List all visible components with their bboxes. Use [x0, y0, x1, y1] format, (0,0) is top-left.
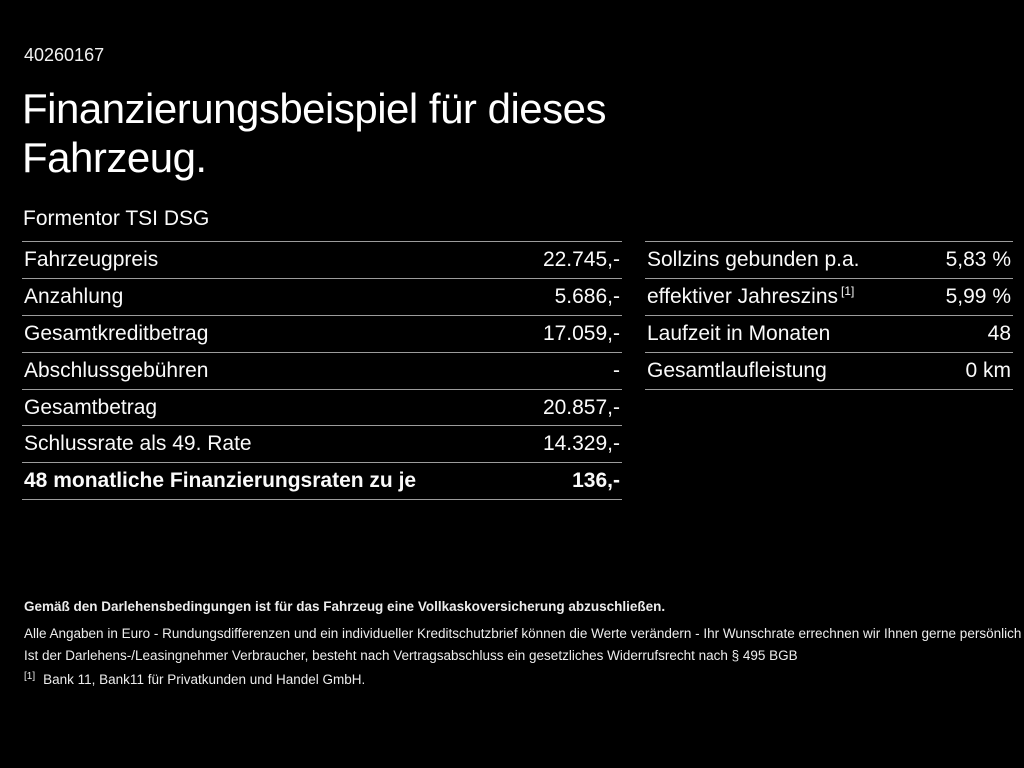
- financing-details-table: Fahrzeugpreis 22.745,- Anzahlung 5.686,-…: [22, 241, 622, 501]
- table-row-anzahlung: Anzahlung 5.686,-: [22, 277, 622, 315]
- table-row-sollzins: Sollzins gebunden p.a. 5,83 %: [645, 241, 1013, 278]
- table-row-abschlussgebuehren: Abschlussgebühren -: [22, 351, 622, 389]
- row-label: Fahrzeugpreis: [24, 247, 159, 271]
- row-value: 14.329,-: [542, 432, 620, 456]
- footnote-marker: [1]: [24, 670, 36, 682]
- row-label: Abschlussgebühren: [24, 358, 209, 382]
- row-value: 5,83 %: [945, 247, 1011, 271]
- table-row-effektiver-jahreszins: effektiver Jahreszins [1] 5,99 %: [645, 277, 1013, 315]
- footnote-marker: [1]: [841, 283, 855, 298]
- page-title: Finanzierungsbeispiel für dieses Fahrzeu…: [22, 84, 607, 182]
- vehicle-model-name: Formentor TSI DSG: [23, 207, 210, 230]
- page-title-line1: Finanzierungsbeispiel für dieses: [22, 85, 607, 132]
- row-value: 5.686,-: [554, 284, 620, 308]
- page-title-line2: Fahrzeug.: [22, 134, 207, 181]
- table-row-gesamtbetrag: Gesamtbetrag 20.857,-: [22, 388, 622, 426]
- row-label: 48 monatliche Finanzierungsraten zu je: [24, 469, 417, 493]
- row-label: Gesamtlaufleistung: [647, 358, 827, 382]
- row-label: Sollzins gebunden p.a.: [647, 247, 860, 271]
- vehicle-id: 40260167: [24, 45, 105, 65]
- footer-footnote: [1] Bank 11, Bank11 für Privatkunden und …: [24, 670, 366, 688]
- table-row-gesamtlaufleistung: Gesamtlaufleistung 0 km: [645, 351, 1013, 389]
- table-row-gesamtkreditbetrag: Gesamtkreditbetrag 17.059,-: [22, 314, 622, 352]
- row-label: Schlussrate als 49. Rate: [24, 432, 252, 456]
- row-value: -: [613, 358, 620, 382]
- table-row-schlussrate: Schlussrate als 49. Rate 14.329,-: [22, 425, 622, 462]
- row-value: 17.059,-: [542, 321, 620, 345]
- footer-disclaimer-line: Alle Angaben in Euro - Rundungsdifferenz…: [24, 626, 1022, 641]
- financing-conditions-table: Sollzins gebunden p.a. 5,83 % effektiver…: [645, 241, 1013, 390]
- row-label: Laufzeit in Monaten: [647, 321, 831, 345]
- row-value: 5,99 %: [945, 284, 1011, 308]
- table-row-monatsrate: 48 monatliche Finanzierungsraten zu je 1…: [22, 462, 622, 499]
- row-value: 20.857,-: [542, 395, 620, 419]
- footnote-text: Bank 11, Bank11 für Privatkunden und Han…: [43, 672, 366, 687]
- row-value: 22.745,-: [542, 247, 620, 271]
- row-label-text: effektiver Jahreszins: [647, 284, 839, 308]
- table-row-laufzeit: Laufzeit in Monaten 48: [645, 314, 1013, 352]
- row-value: 136,-: [572, 469, 620, 493]
- table-row-fahrzeugpreis: Fahrzeugpreis 22.745,-: [22, 241, 622, 278]
- row-value: 0 km: [965, 358, 1011, 382]
- row-value: 48: [987, 321, 1011, 345]
- footer-insurance-note: Gemäß den Darlehensbedingungen ist für d…: [24, 599, 666, 614]
- footer-legal-line: Ist der Darlehens-/Leasingnehmer Verbrau…: [24, 648, 798, 663]
- row-label: Anzahlung: [24, 284, 124, 308]
- row-label: effektiver Jahreszins [1]: [647, 285, 854, 309]
- row-label: Gesamtkreditbetrag: [24, 321, 209, 345]
- row-label: Gesamtbetrag: [24, 395, 158, 419]
